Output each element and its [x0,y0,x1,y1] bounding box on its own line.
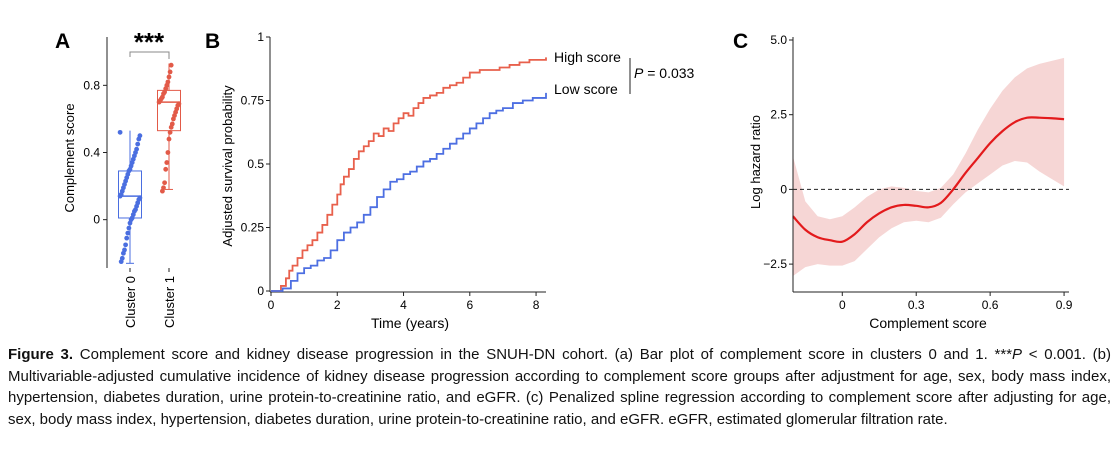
series-low-score [271,92,547,292]
data-point [171,116,176,122]
caption-p-symbol: P [1012,346,1023,363]
p-value-text: = 0.033 [643,65,694,81]
caption-p-tail: < 0.001. (b) Multivariable-adjusted cumu… [8,346,1111,428]
data-point [162,180,168,186]
legend-high-score: High score [554,49,621,65]
data-point [167,69,173,75]
panel-c-xtick-label: 0.6 [982,298,999,312]
caption-p-stars: *** [994,346,1013,363]
data-point [117,129,123,135]
data-point [135,141,141,147]
data-point [163,166,169,172]
data-point [168,124,174,130]
panel-b-xtick-label: 8 [533,298,540,312]
panel-b-ytick-label: 1 [257,30,264,44]
panel-b-xtick-label: 2 [334,298,341,312]
panel-label-a: A [55,30,70,53]
panel-b-ytick-label: 0.75 [241,94,265,108]
panel-c-ylabel: Log hazard ratio [748,115,763,209]
panel-a-xtick-label: Cluster 1 [162,276,177,328]
panel-b-ylabel: Adjusted survival probability [220,85,235,247]
panel-a-ytick-label: 0.8 [83,78,100,92]
data-point [121,250,126,256]
data-point [125,230,131,236]
data-point [127,220,133,226]
data-point [126,225,132,231]
panel-b-xtick-label: 4 [400,298,407,312]
p-value-symbol: P [634,65,644,81]
panel-label-b: B [205,30,220,53]
panel-c-xtick-label: 0.3 [908,298,925,312]
panel-label-c: C [733,30,748,53]
data-point [164,160,170,165]
panel-c-xtick-label: 0 [839,298,846,312]
panel-b-ytick-label: 0.25 [241,221,265,235]
data-point [123,242,128,248]
panel-c-spline-plot: Log hazard ratio Complement score −2.5 0 2… [748,33,1073,331]
p-value-label: P = 0.033 [634,65,695,81]
panel-c-ytick-label: 5.0 [770,33,787,47]
panel-b-survival-plot: Adjusted survival probability Time (year… [220,30,695,331]
data-point [136,136,142,142]
data-point [118,259,124,265]
panel-c-xtick-label: 0.9 [1056,298,1073,312]
data-point [117,193,123,199]
data-point [167,129,173,135]
series-high-score [271,57,547,292]
panel-c-xlabel: Complement score [869,315,987,331]
caption-figure-label: Figure 3. [8,346,74,363]
panel-a-ytick-label: 0.4 [83,146,100,160]
panel-b-ytick-label: 0.5 [247,157,264,171]
panel-a-significance-label: *** [134,27,165,57]
panel-a-box-plot: Complement score 0 0.4 0.8 Cluster 0 Cluste… [62,27,182,328]
figure-caption: Figure 3. Complement score and kidney di… [8,344,1111,430]
panel-a-significance-bracket [129,51,170,59]
panel-c-ytick-label: 2.5 [770,108,787,122]
panel-b-xtick-label: 6 [466,298,473,312]
data-point [160,188,165,194]
panel-a-ytick-label: 0 [93,213,100,227]
data-point [166,74,172,80]
panel-b-ytick-label: 0 [257,284,264,298]
panel-a-ylabel: Complement score [62,103,77,212]
legend-low-score: Low score [554,81,618,97]
data-point [166,136,172,142]
panel-c-ytick-label: 0 [780,182,787,196]
panel-b-xtick-label: 0 [268,298,275,312]
data-point [156,99,162,105]
panel-a-xtick-label: Cluster 0 [123,276,138,328]
data-point [124,235,130,241]
panel-b-xlabel: Time (years) [371,315,449,331]
panel-c-ytick-label: −2.5 [763,257,787,271]
data-point [165,150,171,155]
spline-estimate-line [792,116,1065,244]
confidence-band [793,57,1065,277]
figure-canvas: A B C Complement score 0 0.4 0.8 Cluster 0… [55,27,1073,331]
data-point [168,62,174,68]
caption-text: Complement score and kidney disease prog… [79,346,988,363]
